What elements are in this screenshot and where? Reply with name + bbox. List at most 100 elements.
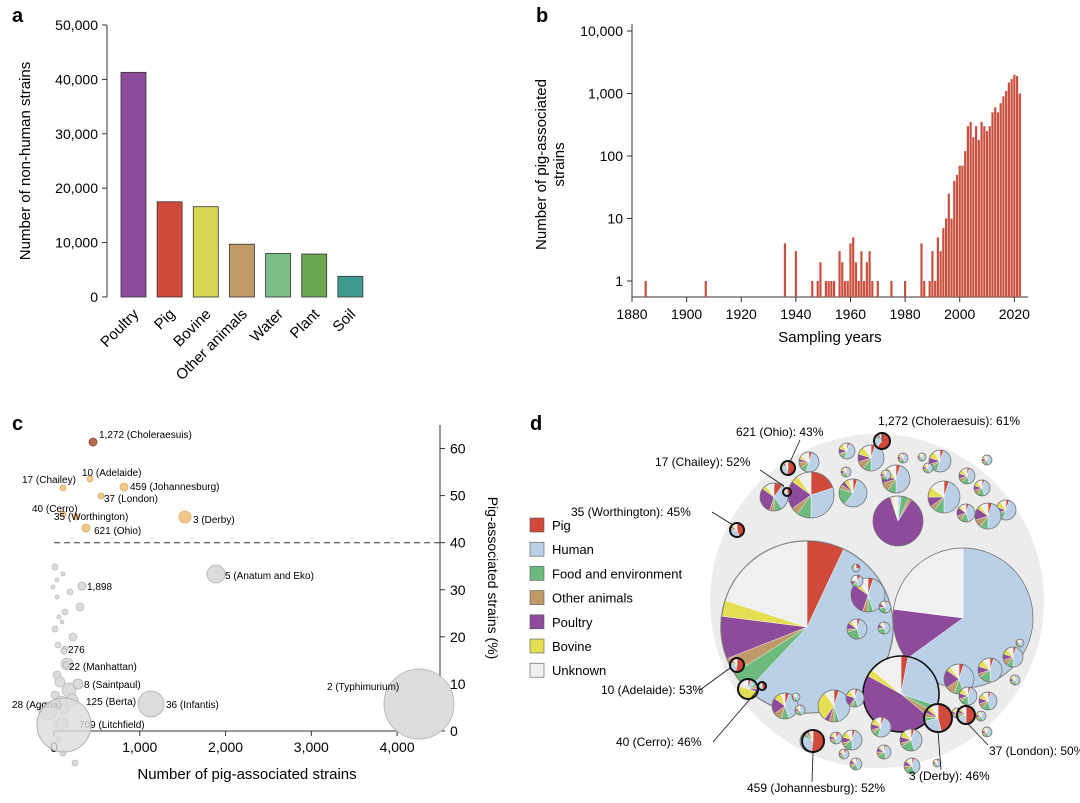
x-tick-label: Poultry — [97, 305, 142, 350]
bar — [794, 251, 797, 297]
bubble — [59, 510, 67, 518]
annotation-leader — [759, 469, 785, 487]
bar — [934, 281, 937, 297]
bar — [991, 112, 994, 297]
pie-outline — [729, 657, 745, 673]
legend-label: Human — [552, 542, 594, 557]
bar — [843, 281, 847, 297]
bubble-label: 709 (Litchfield) — [79, 720, 145, 731]
y-tick-label: 100 — [600, 148, 624, 164]
bar — [849, 243, 852, 297]
bubble-label: 28 (Agona) — [12, 700, 61, 711]
bubble — [62, 661, 70, 669]
x-tick-label: 1960 — [835, 306, 866, 322]
x-tick-label: 1920 — [726, 306, 757, 322]
annotation-leader — [699, 667, 731, 691]
y-tick-label: 0 — [450, 723, 458, 739]
pie-outline — [850, 577, 886, 613]
bar — [337, 275, 364, 298]
bar — [890, 281, 893, 297]
bar — [871, 281, 874, 297]
x-tick-label: Soil — [329, 306, 359, 336]
pie-outline — [876, 744, 892, 760]
y-tick-label: 1 — [615, 273, 623, 289]
pie-outline — [849, 757, 863, 771]
legend-label: Bovine — [552, 639, 592, 654]
small-bubble — [56, 614, 62, 620]
legend-label: Unknown — [552, 663, 606, 678]
small-bubble — [75, 602, 85, 612]
bar — [301, 253, 328, 298]
bar — [939, 251, 942, 297]
bar — [980, 121, 983, 297]
x-tick-label: Pig — [151, 306, 178, 333]
pie-outline — [759, 482, 789, 512]
pie-outline — [1002, 646, 1024, 668]
bar — [947, 193, 950, 297]
bar — [983, 126, 986, 297]
pie-outline — [757, 681, 767, 691]
pie-outline — [845, 688, 865, 708]
pie-outline — [927, 480, 961, 514]
bar — [936, 237, 939, 297]
small-bubble — [59, 619, 65, 625]
bubble-label: 36 (Infantis) — [166, 700, 219, 711]
x-tick-label: 4,000 — [380, 739, 415, 755]
y-axis-label: Pig-associated strains (%) — [485, 497, 501, 660]
bar — [1015, 76, 1019, 297]
bubble-label: 35 (Worthington) — [54, 512, 128, 523]
bar — [644, 281, 647, 297]
bubble — [97, 492, 105, 500]
small-bubble — [54, 641, 62, 649]
small-bubble — [54, 676, 66, 688]
x-tick-label: Water — [247, 306, 287, 346]
bar — [827, 281, 830, 297]
y-tick-label: 10,000 — [580, 23, 623, 39]
x-tick-label: 3,000 — [294, 739, 329, 755]
pie-outline — [958, 467, 976, 485]
y-tick-label: 50 — [450, 488, 466, 504]
bar — [1013, 74, 1016, 297]
y-tick-label: 10,000 — [55, 235, 98, 251]
small-bubble — [61, 608, 69, 616]
bar — [977, 140, 980, 297]
pie-outline — [840, 466, 852, 478]
bubble-label: 1,272 (Choleraesuis) — [99, 430, 192, 441]
bar — [969, 121, 972, 297]
bar — [704, 281, 707, 297]
pie-outline — [798, 451, 820, 473]
bubble-label: 459 (Johannesburg) — [130, 482, 220, 493]
small-bubble — [71, 759, 79, 767]
bar — [854, 262, 858, 297]
pie-outline — [870, 716, 892, 738]
small-bubble — [51, 625, 59, 633]
pie-outline — [780, 460, 796, 476]
bar — [923, 281, 926, 297]
pie-outline — [846, 618, 868, 640]
annotation-leader — [967, 723, 989, 746]
bar — [966, 126, 970, 297]
pie-outline — [720, 540, 894, 714]
bar — [975, 126, 978, 297]
x-tick-label: 1880 — [616, 306, 647, 322]
bar — [972, 137, 975, 297]
bubble-label: 276 — [68, 645, 85, 656]
x-tick-label: 1940 — [780, 306, 811, 322]
bar — [953, 180, 956, 297]
annotation-label: 17 (Chailey): 52% — [655, 455, 751, 469]
pie-outline — [956, 503, 976, 523]
bubble — [383, 668, 455, 740]
origin-bubble — [36, 697, 92, 753]
pie-outline — [1015, 638, 1025, 648]
legend-swatch — [529, 517, 545, 533]
annotation-leader — [789, 439, 801, 463]
bar — [192, 206, 219, 298]
bar — [1007, 82, 1010, 297]
bar — [265, 253, 291, 298]
y-tick-label: 1,000 — [588, 86, 623, 102]
bar — [944, 218, 948, 297]
y-tick-label: 50,000 — [55, 17, 98, 33]
bubble — [72, 678, 84, 690]
small-bubble — [50, 690, 60, 700]
